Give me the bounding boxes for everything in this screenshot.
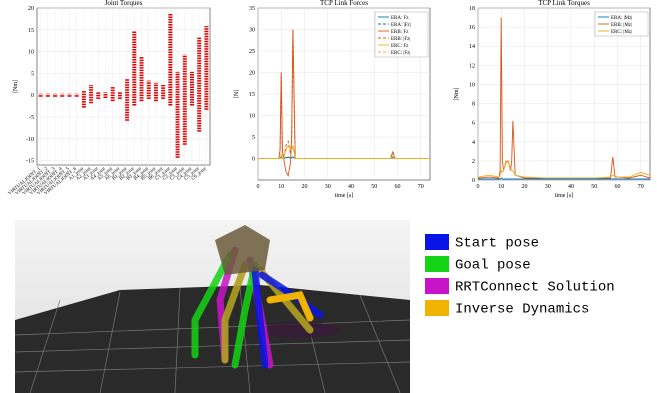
y-tick-label: 10 [469, 82, 475, 88]
x-tick-label: 70 [418, 184, 424, 190]
x-tick-label: 20 [521, 184, 527, 190]
y-tick-label: 15 [28, 28, 34, 34]
legend-label: Inverse Dynamics [455, 302, 589, 318]
x-axis-label: time [s] [555, 193, 574, 199]
x-tick-label: 60 [394, 184, 400, 190]
x-axis-label: time [s] [335, 193, 354, 199]
y-tick-label: 12 [469, 63, 475, 69]
legend-swatch [425, 300, 449, 316]
y-axis-label: [Nm] [13, 80, 19, 93]
y-tick-label: 0 [472, 178, 475, 184]
y-tick-label: 25 [249, 49, 255, 55]
chart-title: TCP Link Forces [320, 0, 368, 7]
y-tick-label: 16 [469, 25, 475, 31]
x-tick-label: 10 [278, 184, 284, 190]
legend-label: Start pose [455, 236, 539, 252]
y-tick-label: 30 [249, 28, 255, 34]
figure: Start pose Goal pose RRTConnect Solution In… [0, 0, 657, 393]
y-tick-label: 0 [252, 157, 255, 163]
legend-label: RRTConnect Solution [455, 280, 615, 296]
y-tick-label: 5 [252, 135, 255, 141]
figure-canvas: Start pose Goal pose RRTConnect Solution In… [0, 0, 657, 393]
y-tick-label: -5 [29, 115, 34, 121]
y-tick-label: 20 [28, 6, 34, 12]
y-axis-label: [N] [234, 90, 240, 98]
legend-label: ERA: |Mz| [611, 16, 632, 21]
x-tick-label: 10 [498, 184, 504, 190]
shadow [260, 322, 340, 338]
x-tick-label: 20 [301, 184, 307, 190]
legend-label: ERB: |Fz| [391, 37, 410, 42]
x-tick-label: 50 [371, 184, 377, 190]
y-tick-label: 4 [472, 140, 475, 146]
legend-swatch [425, 256, 449, 272]
legend-label: ERA: |Fz| [391, 23, 411, 28]
legend-label: ERA: Fz [391, 16, 409, 21]
x-tick-label: 0 [257, 184, 260, 190]
x-tick-label: 30 [325, 184, 331, 190]
legend-label: ERC: Fz [391, 44, 409, 49]
x-tick-label: 50 [591, 184, 597, 190]
legend-label: ERC: |Fz| [391, 51, 410, 56]
render-3d [15, 220, 410, 393]
y-tick-label: 15 [249, 92, 255, 98]
y-tick-label: 14 [469, 44, 475, 50]
legend-label: ERB: |Mz| [611, 23, 632, 28]
x-tick-label: 60 [614, 184, 620, 190]
y-tick-label: -10 [26, 137, 34, 143]
legend-label: ERB: Fz [391, 30, 409, 35]
x-tick-label: 40 [568, 184, 574, 190]
y-tick-label: 20 [249, 71, 255, 77]
chart-title: Joint Torques [105, 0, 143, 7]
x-tick-label: 30 [545, 184, 551, 190]
x-tick-label: 70 [638, 184, 644, 190]
y-tick-label: 0 [31, 93, 34, 99]
y-tick-label: 18 [469, 6, 475, 12]
y-tick-label: -15 [26, 159, 34, 165]
legend-swatch [425, 278, 449, 294]
legend: Start pose Goal pose RRTConnect Solution In… [425, 234, 615, 318]
x-tick-label: 40 [348, 184, 354, 190]
y-tick-label: 10 [28, 50, 34, 56]
legend-swatch [425, 234, 449, 250]
y-tick-label: 35 [249, 6, 255, 12]
legend-label: Goal pose [455, 258, 531, 274]
chart-title: TCP Link Torques [538, 0, 590, 7]
y-tick-label: 6 [472, 121, 475, 127]
y-axis-label: [Nm] [454, 88, 460, 101]
y-tick-label: 10 [249, 114, 255, 120]
x-tick-label: 0 [477, 184, 480, 190]
legend-label: ERC: |Mz| [611, 30, 632, 35]
y-tick-label: 8 [472, 102, 475, 108]
y-tick-label: 2 [472, 159, 475, 165]
y-tick-label: 5 [31, 71, 34, 77]
